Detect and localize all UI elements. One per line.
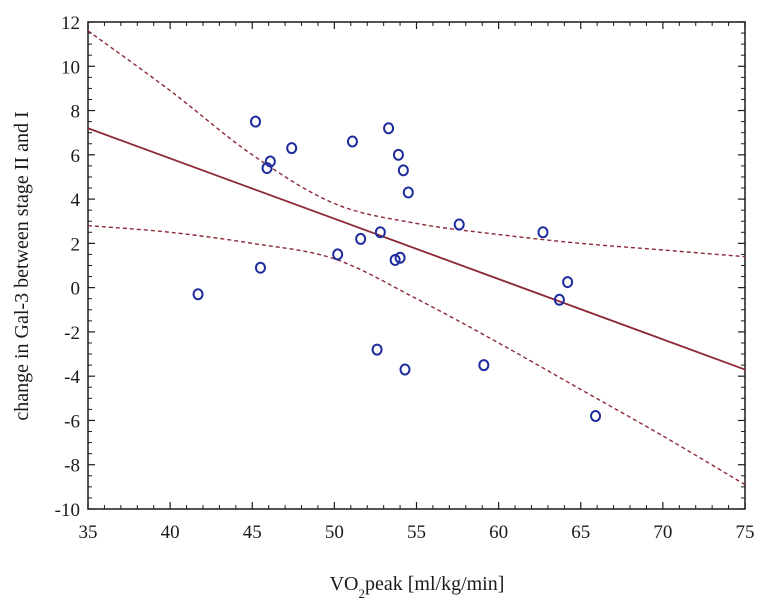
data-point-7 — [346, 135, 358, 148]
x-tick-label: 65 — [571, 522, 590, 543]
y-tick-label: 12 — [61, 13, 80, 34]
y-tick-label: -8 — [64, 456, 80, 477]
tick-labels-layer: 35 40 45 50 55 60 65 70 75 12 10 8 6 4 2 0 -2 -4 -6 -8 -10 — [55, 13, 755, 543]
data-point-3 — [261, 162, 273, 175]
x-axis-title-main: VO — [330, 573, 359, 595]
x-tick-label: 55 — [407, 522, 426, 543]
regression-layer — [87, 127, 746, 371]
data-point-4 — [264, 155, 276, 168]
y-tick-label: 0 — [71, 279, 81, 300]
data-point-6 — [332, 248, 344, 261]
y-tick-label: 6 — [71, 146, 81, 167]
confidence-lower-curve — [87, 224, 746, 486]
x-tick-label: 35 — [79, 522, 98, 543]
data-point-23 — [590, 410, 602, 423]
x-tick-label: 45 — [243, 522, 262, 543]
x-axis-title-subscript: 2 — [358, 586, 365, 601]
data-point-16 — [399, 363, 411, 376]
points-layer — [192, 115, 602, 423]
y-tick-label: 8 — [71, 102, 81, 123]
data-point-19 — [478, 359, 490, 372]
data-point-21 — [553, 293, 565, 306]
data-point-22 — [562, 276, 574, 289]
y-tick-label: -10 — [55, 500, 80, 521]
x-tick-label: 50 — [325, 522, 344, 543]
confidence-upper-curve — [87, 30, 746, 258]
plot-frame — [87, 21, 746, 510]
y-tick-label: 4 — [71, 190, 81, 211]
data-point-10 — [374, 226, 386, 239]
x-axis-title-rest: peak [ml/kg/min] — [365, 573, 504, 595]
x-tick-label: 75 — [736, 522, 755, 543]
data-point-18 — [453, 218, 465, 231]
data-point-12 — [389, 253, 401, 266]
y-tick-label: -2 — [64, 323, 80, 344]
x-tick-label: 60 — [489, 522, 508, 543]
y-tick-label: 10 — [61, 57, 80, 78]
confidence-band — [87, 30, 746, 486]
regression-line — [87, 127, 746, 371]
data-point-11 — [383, 122, 395, 135]
data-point-0 — [192, 288, 204, 301]
ticks-layer — [87, 21, 746, 510]
x-tick-label: 40 — [161, 522, 180, 543]
x-tick-label: 70 — [653, 522, 672, 543]
data-point-1 — [250, 115, 262, 128]
y-axis-title: change in Gal-3 between stage II and I — [11, 111, 33, 420]
data-point-2 — [254, 261, 266, 274]
data-point-8 — [355, 232, 367, 245]
data-point-13 — [392, 148, 404, 161]
data-point-20 — [537, 226, 549, 239]
y-tick-label: -4 — [64, 367, 80, 388]
data-point-14 — [394, 251, 406, 264]
x-axis-title: VO2peak [ml/kg/min] — [330, 573, 505, 601]
data-point-15 — [397, 164, 409, 177]
data-point-17 — [402, 186, 414, 199]
y-tick-label: 2 — [71, 234, 81, 255]
data-point-9 — [371, 343, 383, 356]
data-point-5 — [286, 142, 298, 155]
y-tick-label: -6 — [64, 411, 80, 432]
